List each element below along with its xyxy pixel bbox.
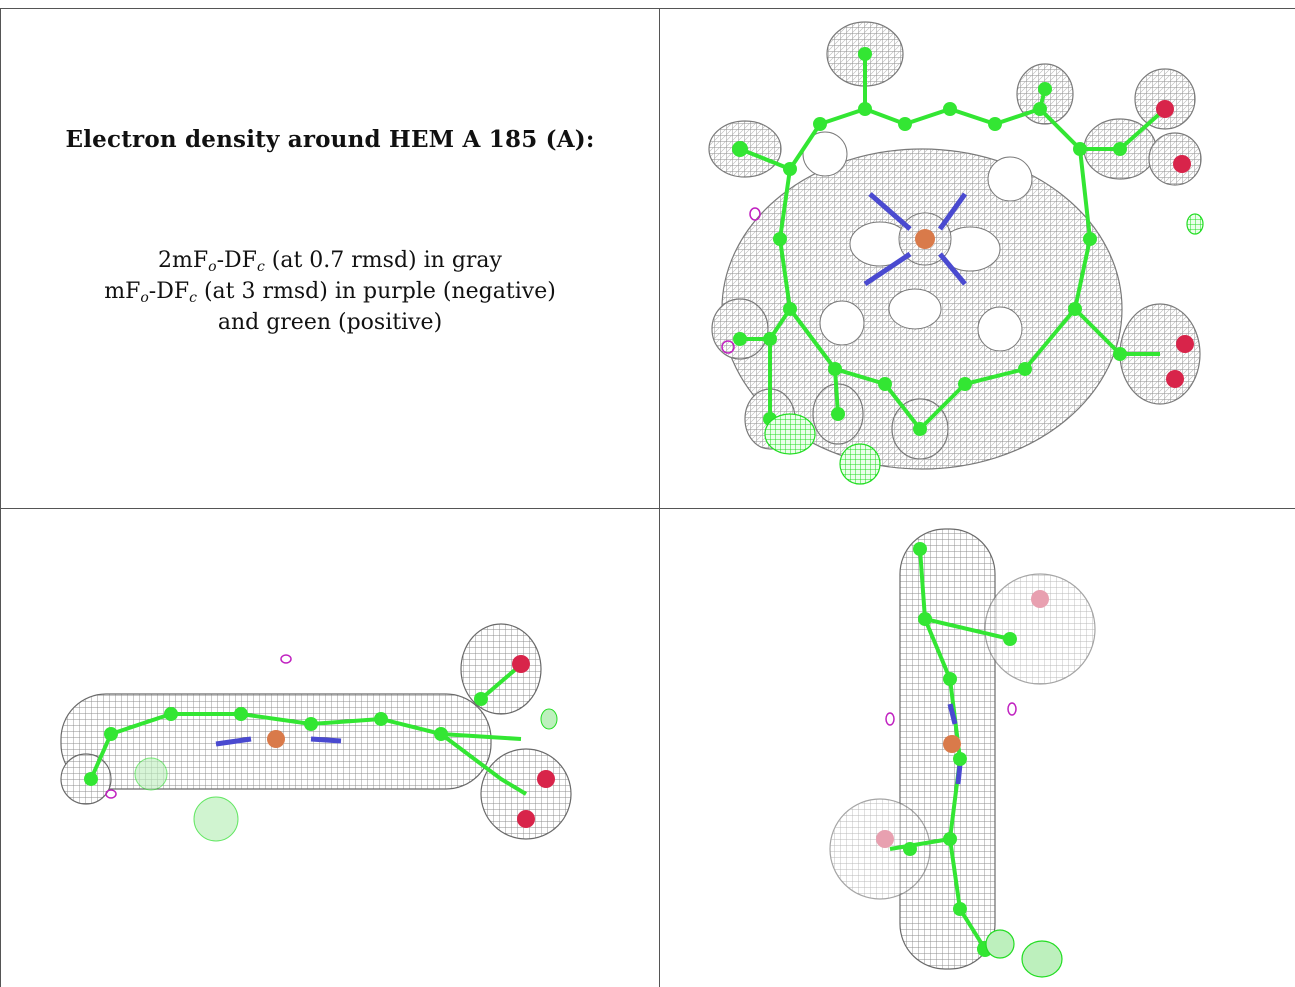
negative-density: [885, 702, 1017, 726]
legend-line-2: mFo-DFc (at 3 rmsd) in purple (negative): [104, 279, 556, 306]
carbon-atoms: [903, 542, 1017, 957]
heme-front-view: [660, 9, 1295, 508]
nitrogen-bonds: [863, 192, 968, 287]
panel-title: Electron density around HEM A 185 (A):: [65, 126, 595, 153]
positive-density: [764, 213, 1204, 485]
positive-density: [985, 929, 1063, 978]
density-mesh: [60, 623, 572, 840]
iron-site: [943, 735, 961, 753]
nitrogen-bonds: [947, 703, 963, 785]
heme-edge-view: [1, 509, 659, 987]
top-border: [0, 8, 1295, 9]
horizontal-divider: [0, 508, 1295, 509]
negative-density: [105, 654, 292, 799]
oxygen-atoms: [1156, 100, 1194, 388]
negative-density: [721, 207, 761, 354]
legend-text: 2mFo-DFc (at 0.7 rmsd) in gray mFo-DFc (…: [1, 245, 659, 338]
oxygen-atoms: [512, 655, 555, 828]
carbon-atoms: [84, 692, 488, 786]
iron-site: [898, 212, 952, 266]
legend-line-1: 2mFo-DFc (at 0.7 rmsd) in gray: [158, 248, 502, 275]
legend-line-3: and green (positive): [217, 310, 443, 335]
bonds: [89, 667, 528, 796]
caption-cell: Electron density around HEM A 185 (A): 2…: [1, 9, 659, 508]
left-border: [0, 8, 1, 987]
nitrogen-bonds: [215, 736, 342, 747]
heme-side-view: [660, 509, 1295, 987]
vertical-divider: [659, 8, 660, 987]
pyrrole-holes: [802, 131, 1033, 352]
oxygen-atoms: [876, 590, 1049, 848]
iron-site: [267, 730, 285, 748]
positive-density: [134, 708, 558, 842]
